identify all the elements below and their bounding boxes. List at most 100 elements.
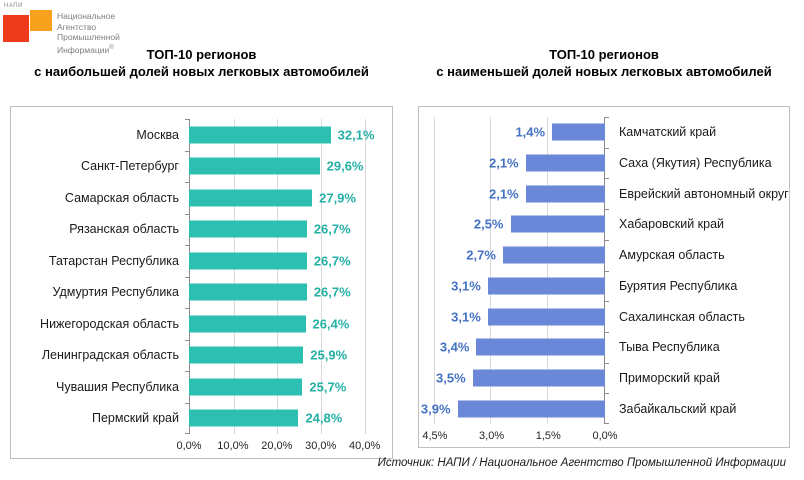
source-attribution: Источник: НАПИ / Национальное Агентство … — [377, 457, 786, 469]
bar — [189, 378, 303, 396]
value-label: 26,4% — [312, 316, 350, 332]
x-axis-labels: 4,5% 3,0% 1,5% 0,0% — [419, 424, 617, 448]
value-label: 25,9% — [310, 347, 348, 363]
bar-zone: 26,7% — [189, 214, 392, 246]
value-label: 3,1% — [451, 278, 481, 294]
category-axis-tick — [185, 213, 190, 215]
x-axis-tick-label: 10,0% — [217, 440, 249, 452]
bar-zone: 2,7% — [419, 240, 605, 271]
category-label: Бурятия Республика — [619, 278, 738, 293]
bar-zone: 26,7% — [189, 245, 392, 277]
bar-zone: 32,1% — [189, 119, 392, 151]
bar-zone: 3,9% — [419, 393, 605, 424]
bar — [189, 315, 306, 333]
value-label: 25,7% — [309, 379, 347, 395]
bar-row: 3,1% Бурятия Республика — [419, 271, 789, 302]
bar — [525, 154, 605, 172]
bar-zone: 25,7% — [189, 371, 392, 403]
bar-row: 3,4% Тыва Республика — [419, 332, 789, 363]
logo-orange-square-icon — [30, 10, 52, 31]
gridline — [490, 117, 492, 424]
gridline — [364, 119, 366, 434]
value-label: 3,4% — [439, 339, 470, 355]
bar-row: 2,1% Еврейский автономный округ — [419, 178, 789, 209]
value-label: 24,8% — [305, 410, 343, 426]
bar-row: 3,9% Забайкальский край — [419, 393, 789, 424]
bar — [525, 185, 605, 203]
gridline — [277, 119, 279, 434]
bar-row: 3,1% Сахалинская область — [419, 301, 789, 332]
gridline — [433, 117, 435, 424]
value-label: 32,1% — [337, 127, 375, 143]
value-label: 2,1% — [488, 186, 519, 202]
bar-zone: 2,1% — [419, 148, 605, 179]
x-axis-tick-label: 0,0% — [176, 440, 202, 452]
bar — [487, 308, 605, 326]
category-label: Татарстан Республика — [48, 253, 179, 268]
x-axis-tick-label: 0,0% — [592, 430, 618, 442]
bar-zone: 3,1% — [419, 271, 605, 302]
plot-area: Москва 32,1% Санкт-Петербург 29,6% Самарская… — [11, 119, 392, 434]
category-axis-tick — [604, 178, 609, 180]
bar-row: 2,1% Саха (Якутия) Республика — [419, 148, 789, 179]
bar — [189, 252, 307, 270]
bar-row: Татарстан Республика 26,7% — [11, 245, 392, 277]
right-chart-title: ТОП-10 регионов с наименьшей долей новых… — [418, 46, 790, 80]
bar-row: 2,5% Хабаровский край — [419, 209, 789, 240]
category-axis-tick — [185, 150, 190, 152]
logo-org-line: Национальное — [57, 11, 116, 21]
category-axis-tick — [185, 308, 190, 309]
logo-org-line: Промышленной — [57, 32, 120, 42]
bar — [189, 346, 304, 364]
category-axis-tick — [604, 147, 609, 149]
bar — [189, 189, 313, 207]
category-axis-tick — [185, 276, 190, 278]
right-chart-title-line2: с наименьшей долей новых легковых автомо… — [436, 64, 772, 79]
bar — [457, 400, 605, 418]
bar — [189, 220, 307, 238]
axis-and-gridlines — [185, 119, 391, 434]
bar — [510, 215, 605, 233]
bar — [487, 277, 605, 295]
napi-logo: НАПИ Национальное Агентство Промышленной… — [2, 2, 202, 54]
bar — [502, 246, 605, 264]
category-label: Камчатский край — [619, 125, 717, 140]
bar-zone: 3,1% — [419, 301, 605, 332]
x-axis-labels: 0,0% 10,0% 20,0% 30,0% 40,0% — [176, 434, 391, 458]
category-label: Сахалинская область — [619, 309, 745, 324]
category-label: Пермский край — [92, 411, 179, 426]
category-label: Еврейский автономный округ — [619, 186, 789, 201]
bar-zone: 3,5% — [419, 363, 605, 394]
top10-smallest-share-chart: 1,4% Камчатский край 2,1% Саха (Якутия) Рес… — [418, 106, 790, 448]
category-axis-tick — [185, 182, 190, 183]
category-axis-tick — [604, 331, 609, 333]
x-axis-tick-label: 4,5% — [422, 430, 448, 442]
bar-row: Самарская область 27,9% — [11, 182, 392, 214]
value-label: 3,9% — [420, 401, 451, 417]
category-axis-tick — [185, 245, 190, 246]
value-label: 2,5% — [473, 216, 504, 232]
category-label: Забайкальский край — [619, 401, 737, 416]
bar-row: Ленинградская область 25,9% — [11, 340, 392, 372]
logo-red-square-icon — [3, 15, 29, 42]
category-axis-tick — [604, 239, 609, 241]
left-chart-title-line1: ТОП-10 регионов — [146, 47, 257, 62]
value-label: 26,7% — [313, 253, 351, 269]
value-label: 2,1% — [488, 155, 519, 171]
category-axis-tick — [604, 393, 609, 395]
category-label: Рязанская область — [69, 222, 179, 237]
bar — [189, 283, 307, 301]
category-label: Самарская область — [64, 190, 179, 205]
bar-row: Чувашия Республика 25,7% — [11, 371, 392, 403]
category-label: Ленинградская область — [41, 348, 179, 363]
plot-area: 1,4% Камчатский край 2,1% Саха (Якутия) Рес… — [419, 117, 789, 424]
bar — [472, 369, 605, 387]
bar — [476, 338, 605, 356]
category-axis-tick — [185, 119, 190, 120]
category-label: Хабаровский край — [619, 217, 725, 232]
bar — [552, 123, 605, 141]
bar-row: Нижегородская область 26,4% — [11, 308, 392, 340]
category-axis-tick — [604, 301, 609, 303]
value-label: 3,1% — [451, 309, 481, 325]
right-chart-title-line1: ТОП-10 регионов — [549, 47, 659, 62]
